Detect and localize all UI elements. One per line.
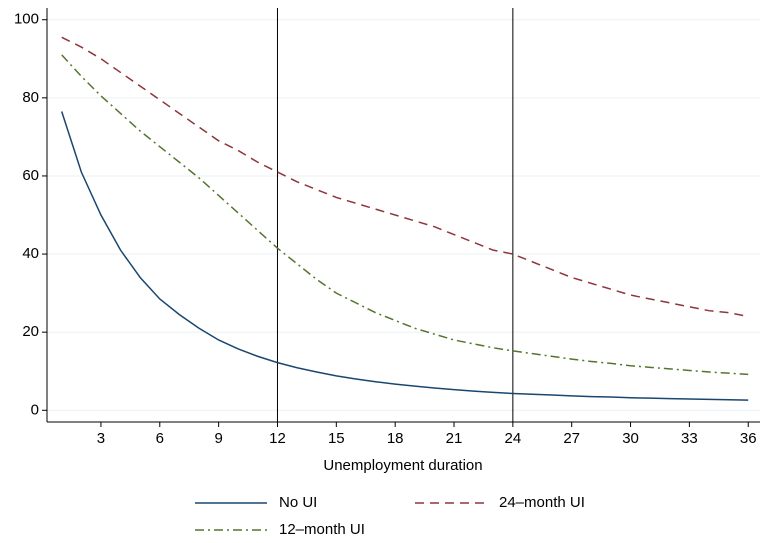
x-tick-label: 21 [446, 430, 463, 447]
legend-label: 24–month UI [499, 494, 585, 511]
y-tick-label: 0 [31, 401, 39, 418]
legend-label: No UI [279, 494, 317, 511]
y-tick-label: 80 [22, 89, 39, 106]
series-line [60, 111, 749, 401]
x-tick-label: 3 [97, 430, 105, 447]
x-tick-label: 12 [269, 430, 286, 447]
series-line [61, 54, 749, 376]
x-tick-label: 27 [563, 430, 580, 447]
x-tick-label: 24 [505, 430, 522, 447]
x-tick-label: 9 [214, 430, 222, 447]
series-line [61, 36, 749, 318]
x-tick-label: 33 [681, 430, 698, 447]
legend-label: 12–month UI [279, 521, 365, 538]
x-tick-label: 36 [740, 430, 757, 447]
x-tick-label: 18 [387, 430, 404, 447]
x-tick-label: 30 [622, 430, 639, 447]
x-axis-label: Unemployment duration [323, 457, 482, 474]
x-tick-label: 6 [156, 430, 164, 447]
y-tick-label: 40 [22, 245, 39, 262]
x-tick-label: 15 [328, 430, 345, 447]
y-tick-label: 60 [22, 167, 39, 184]
y-tick-label: 20 [22, 323, 39, 340]
y-tick-label: 100 [14, 11, 39, 28]
